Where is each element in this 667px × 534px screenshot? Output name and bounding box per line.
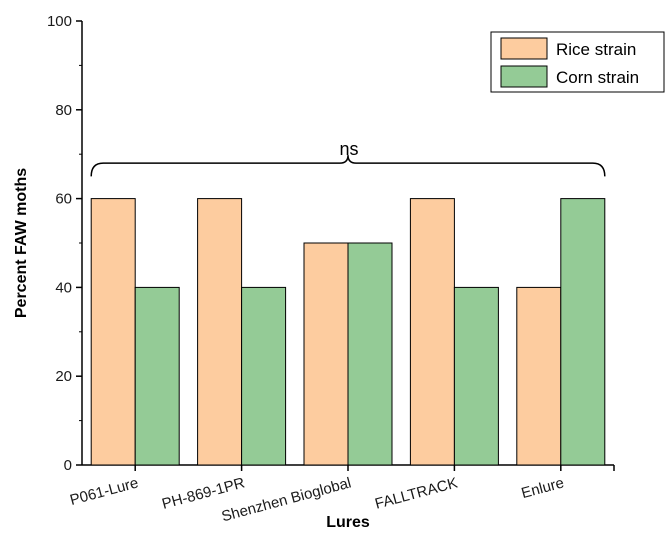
y-axis-title: Percent FAW moths: [13, 168, 30, 318]
y-tick-label: 60: [55, 191, 72, 208]
bar-rice-strain-enlure: [516, 286, 562, 466]
bar-rice-strain-falltrack: [409, 198, 455, 466]
x-tick-label-enlure: Enlure: [520, 474, 566, 502]
bar-corn-strain-shenzhen-bioglobal: [347, 242, 393, 466]
bar-corn-strain-p061-lure: [134, 286, 180, 466]
y-tick-labels: 0 20 40 60 80 100: [47, 13, 72, 474]
x-axis-title: Lures: [326, 514, 370, 531]
legend: Rice strain Corn strain: [490, 31, 665, 93]
legend-label-rice-strain: Rice strain: [556, 40, 636, 59]
bar-corn-strain-enlure: [560, 198, 606, 466]
y-tick-label: 20: [55, 368, 72, 385]
bar-corn-strain-ph-869-1pr: [241, 286, 287, 466]
y-tick-label: 100: [47, 13, 72, 30]
significance-bracket: [90, 155, 606, 177]
x-tick-label-falltrack: FALLTRACK: [373, 474, 459, 512]
x-tick-label-p061-lure: P061-Lure: [68, 474, 140, 509]
bracket-path: [90, 155, 606, 177]
bar-rice-strain-ph-869-1pr: [197, 198, 243, 466]
bar-rice-strain-p061-lure: [90, 198, 136, 466]
y-tick-label: 40: [55, 279, 72, 296]
significance-label: ns: [339, 139, 358, 159]
legend-swatch-rice-strain: [500, 37, 548, 60]
bars: [90, 198, 606, 466]
y-tick-label: 80: [55, 102, 72, 119]
bar-corn-strain-falltrack: [453, 286, 499, 466]
legend-swatch-corn-strain: [500, 65, 548, 88]
bar-rice-strain-shenzhen-bioglobal: [303, 242, 349, 466]
y-tick-label: 0: [64, 457, 72, 474]
legend-label-corn-strain: Corn strain: [556, 68, 639, 87]
